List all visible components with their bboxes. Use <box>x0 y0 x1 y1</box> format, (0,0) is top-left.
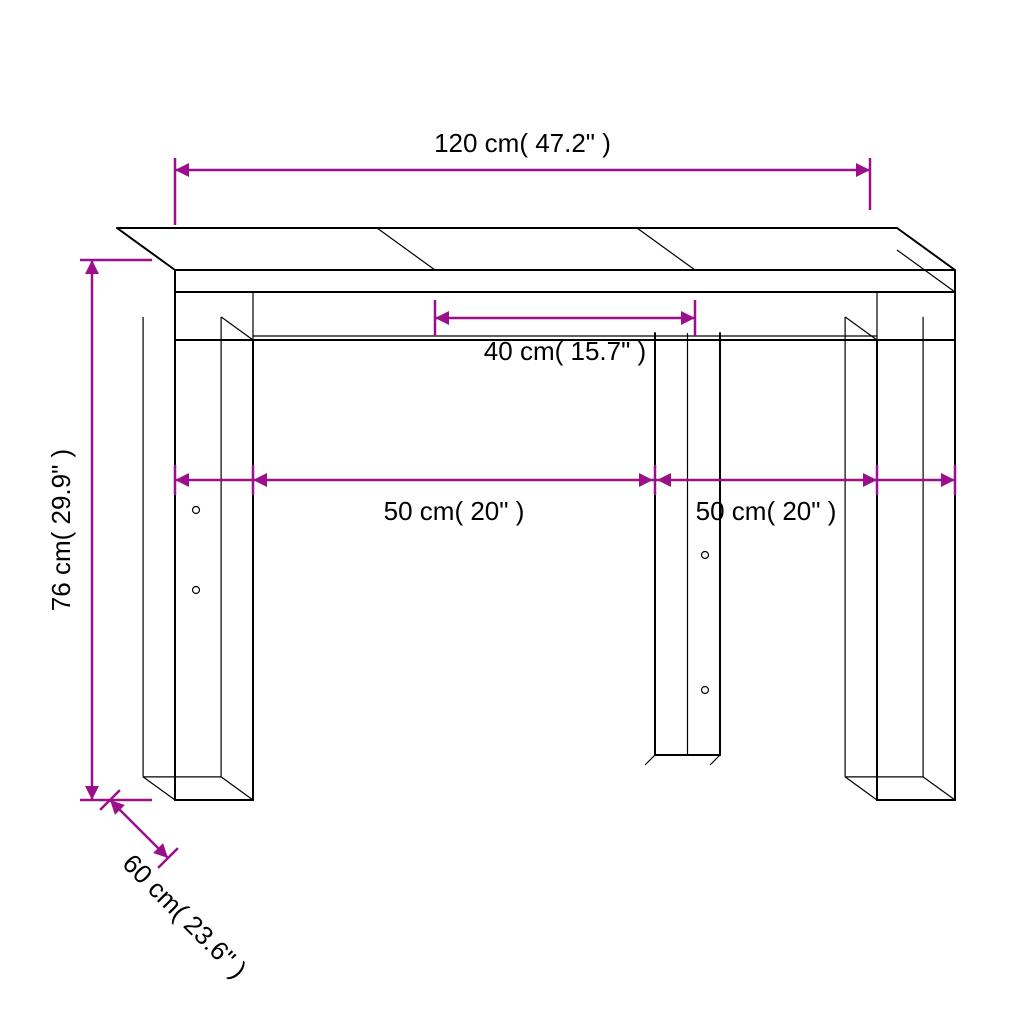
dimension-leg-gap-left-label: 50 cm( 20" ) <box>384 496 525 526</box>
dimension-width-label: 120 cm( 47.2" ) <box>434 128 611 158</box>
dimension-height-label: 76 cm( 29.9" ) <box>46 449 76 611</box>
dimension-depth-label: 60 cm( 23.6" ) <box>117 848 253 984</box>
dimension-center-panel-label: 40 cm( 15.7" ) <box>484 336 646 366</box>
dimension-leg-gap-right-label: 50 cm( 20" ) <box>696 496 837 526</box>
